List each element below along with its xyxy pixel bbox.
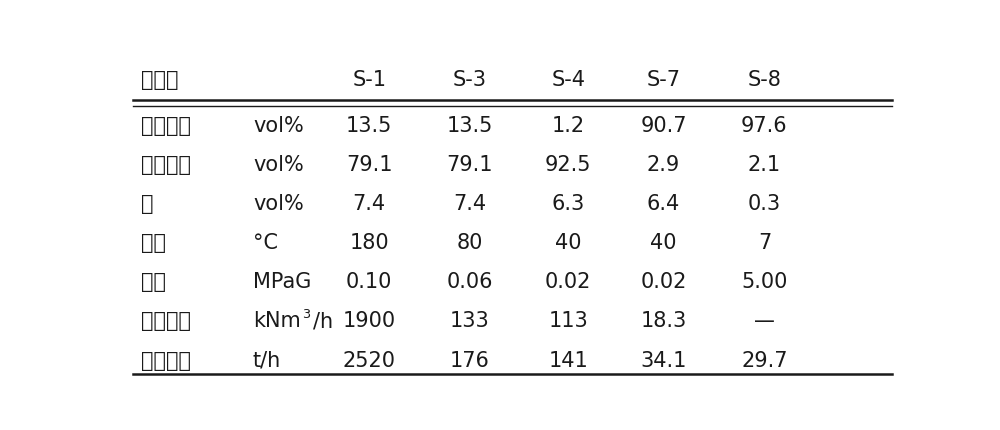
- Text: 3: 3: [302, 307, 310, 321]
- Text: 二氧化碳: 二氧化碳: [140, 116, 190, 136]
- Text: 13.5: 13.5: [346, 116, 392, 136]
- Text: 113: 113: [548, 311, 588, 332]
- Text: °C: °C: [253, 233, 278, 253]
- Text: 0.10: 0.10: [346, 272, 392, 292]
- Text: 18.3: 18.3: [640, 311, 687, 332]
- Text: 2520: 2520: [343, 350, 396, 371]
- Text: 90.7: 90.7: [640, 116, 687, 136]
- Text: 80: 80: [457, 233, 483, 253]
- Text: 133: 133: [450, 311, 490, 332]
- Text: S-8: S-8: [747, 70, 781, 90]
- Text: 水: 水: [140, 194, 153, 214]
- Text: S-1: S-1: [352, 70, 386, 90]
- Text: vol%: vol%: [253, 116, 304, 136]
- Text: 5.00: 5.00: [741, 272, 788, 292]
- Text: S-4: S-4: [551, 70, 585, 90]
- Text: 1.2: 1.2: [552, 116, 585, 136]
- Text: 温度: 温度: [140, 233, 166, 253]
- Text: 2.1: 2.1: [748, 155, 781, 175]
- Text: 141: 141: [548, 350, 588, 371]
- Text: 7.4: 7.4: [353, 194, 386, 214]
- Text: kNm: kNm: [253, 311, 301, 332]
- Text: 7: 7: [758, 233, 771, 253]
- Text: 体积流量: 体积流量: [140, 311, 190, 332]
- Text: 6.3: 6.3: [552, 194, 585, 214]
- Text: 1900: 1900: [343, 311, 396, 332]
- Text: 176: 176: [450, 350, 490, 371]
- Text: 92.5: 92.5: [545, 155, 592, 175]
- Text: /h: /h: [313, 311, 333, 332]
- Text: S-7: S-7: [647, 70, 681, 90]
- Text: 0.3: 0.3: [748, 194, 781, 214]
- Text: 压力: 压力: [140, 272, 166, 292]
- Text: 13.5: 13.5: [447, 116, 493, 136]
- Text: 34.1: 34.1: [640, 350, 687, 371]
- Text: vol%: vol%: [253, 194, 304, 214]
- Text: 6.4: 6.4: [647, 194, 680, 214]
- Text: 0.06: 0.06: [447, 272, 493, 292]
- Text: 2.9: 2.9: [647, 155, 680, 175]
- Text: 0.02: 0.02: [640, 272, 687, 292]
- Text: MPaG: MPaG: [253, 272, 311, 292]
- Text: 40: 40: [650, 233, 677, 253]
- Text: t/h: t/h: [253, 350, 281, 371]
- Text: 79.1: 79.1: [346, 155, 392, 175]
- Text: vol%: vol%: [253, 155, 304, 175]
- Text: —: —: [754, 311, 775, 332]
- Text: 97.6: 97.6: [741, 116, 788, 136]
- Text: 7.4: 7.4: [453, 194, 486, 214]
- Text: 79.1: 79.1: [447, 155, 493, 175]
- Text: 40: 40: [555, 233, 582, 253]
- Text: 0.02: 0.02: [545, 272, 591, 292]
- Text: 其他气体: 其他气体: [140, 155, 190, 175]
- Text: 质量流量: 质量流量: [140, 350, 190, 371]
- Text: 29.7: 29.7: [741, 350, 788, 371]
- Text: 180: 180: [349, 233, 389, 253]
- Text: S-3: S-3: [453, 70, 487, 90]
- Text: 物流号: 物流号: [140, 70, 178, 90]
